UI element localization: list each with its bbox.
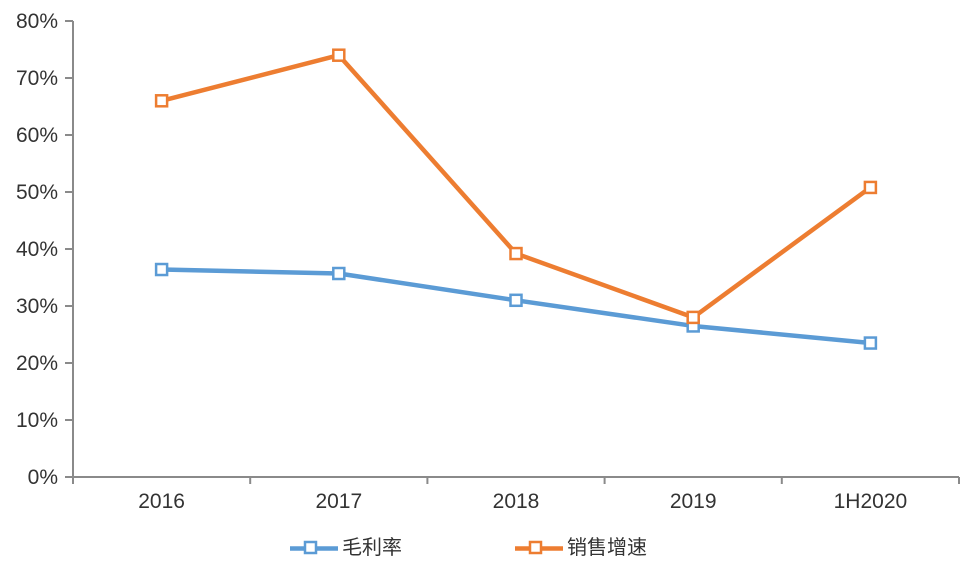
line-square-marker-icon xyxy=(290,540,338,555)
y-tick-label: 50% xyxy=(16,181,58,204)
data-point-marker xyxy=(863,180,878,195)
legend-label-gross-margin: 毛利率 xyxy=(342,537,402,559)
data-point-marker xyxy=(332,48,346,62)
y-tick-label: 70% xyxy=(16,67,58,90)
legend-item-gross-margin: 毛利率 xyxy=(289,538,402,558)
data-point-marker xyxy=(509,293,523,308)
y-tick-label: 30% xyxy=(16,295,58,318)
legend: 毛利率 销售增速 xyxy=(0,533,972,563)
x-tick-label: 2016 xyxy=(138,490,185,513)
data-point-marker xyxy=(154,94,169,108)
data-point-marker xyxy=(154,262,169,277)
data-point-marker xyxy=(509,246,523,261)
y-tick-label: 80% xyxy=(16,10,58,33)
data-point-marker xyxy=(863,336,878,350)
line-square-marker-icon xyxy=(515,540,563,555)
data-point-marker xyxy=(686,310,700,325)
y-tick-label: 10% xyxy=(16,409,58,432)
y-tick-label: 0% xyxy=(28,466,58,489)
legend-item-sales-growth: 销售增速 xyxy=(514,538,647,558)
legend-label-sales-growth: 销售增速 xyxy=(567,537,647,559)
x-tick-label: 2017 xyxy=(315,490,362,513)
y-tick-label: 60% xyxy=(16,124,58,147)
x-tick-label: 1H2020 xyxy=(834,490,908,513)
x-tick-label: 2018 xyxy=(493,490,540,513)
y-tick-label: 40% xyxy=(16,238,58,261)
x-tick-label: 2019 xyxy=(670,490,717,513)
series-line-1 xyxy=(159,52,873,320)
y-tick-label: 20% xyxy=(16,352,58,375)
plot-area: 0% 10% 20% 30% 40% 50% 60% 70% 80% 2016 2017 2018 20… xyxy=(16,10,960,513)
data-point-marker xyxy=(332,266,346,281)
